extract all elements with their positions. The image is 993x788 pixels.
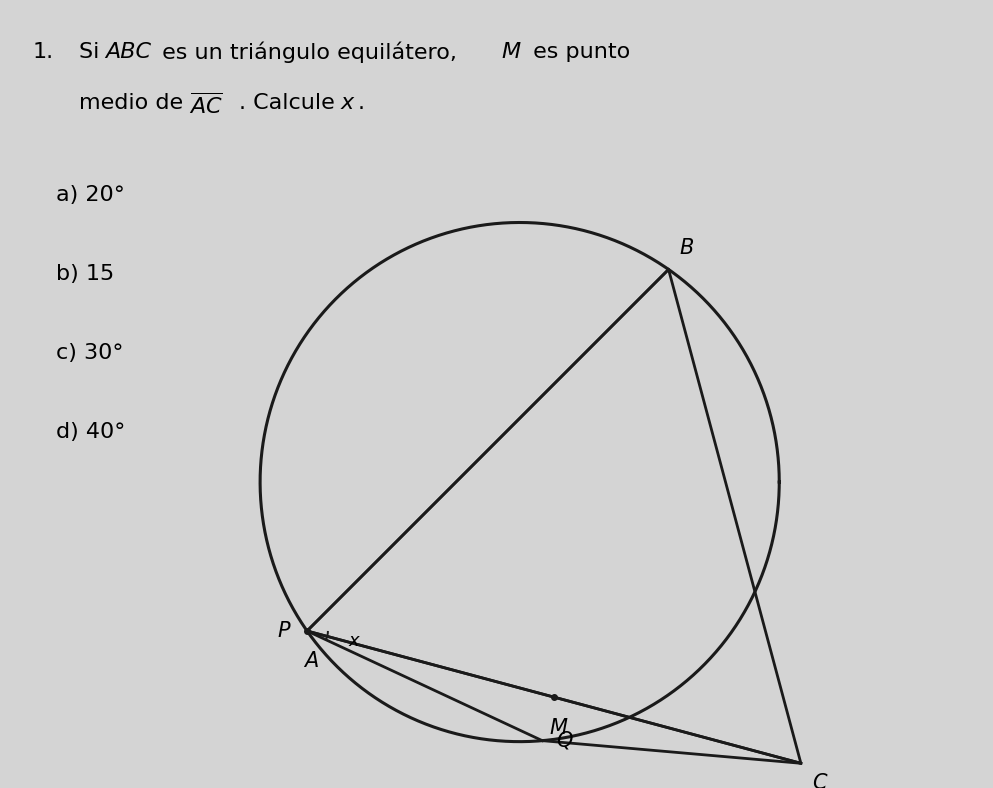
Text: medio de: medio de bbox=[79, 93, 191, 113]
Text: es un triángulo equilátero,: es un triángulo equilátero, bbox=[155, 42, 465, 63]
Text: Q: Q bbox=[556, 730, 573, 751]
Text: A: A bbox=[305, 652, 319, 671]
Text: . Calcule: . Calcule bbox=[238, 93, 342, 113]
Text: x: x bbox=[341, 93, 354, 113]
Text: M: M bbox=[549, 718, 568, 738]
Text: Si: Si bbox=[79, 42, 107, 61]
Text: a) 20°: a) 20° bbox=[57, 185, 125, 206]
Text: x: x bbox=[349, 633, 359, 650]
Text: c) 30°: c) 30° bbox=[57, 343, 124, 363]
Text: $\overline{AC}$: $\overline{AC}$ bbox=[189, 93, 222, 118]
Text: B: B bbox=[679, 238, 694, 258]
Text: P: P bbox=[278, 621, 290, 641]
Text: ABC: ABC bbox=[105, 42, 151, 61]
Text: b) 15: b) 15 bbox=[57, 264, 114, 284]
Text: 1.: 1. bbox=[33, 42, 54, 61]
Text: C: C bbox=[812, 772, 826, 788]
Text: M: M bbox=[501, 42, 520, 61]
Text: es punto: es punto bbox=[526, 42, 631, 61]
Text: .: . bbox=[357, 93, 364, 113]
Text: d) 40°: d) 40° bbox=[57, 422, 125, 442]
